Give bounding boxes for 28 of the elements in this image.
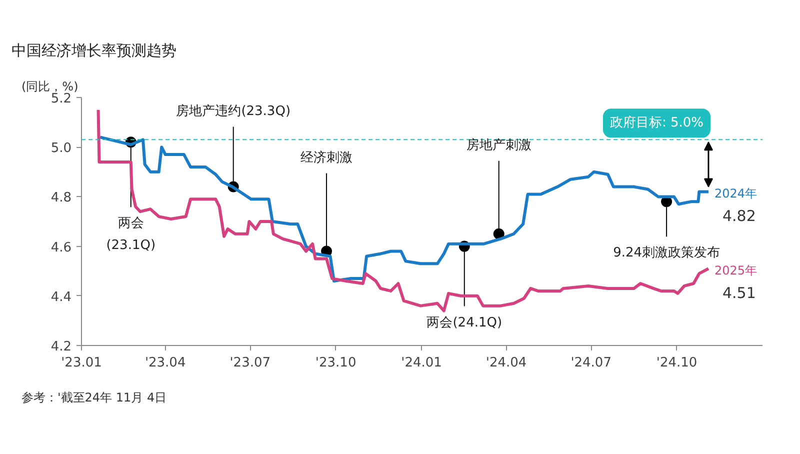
y-tick-label: 4.6 — [50, 240, 72, 256]
x-tick-label: '24.04 — [486, 356, 527, 370]
y-tick-label: 4.8 — [50, 190, 72, 206]
y-tick-label: 5.0 — [50, 141, 72, 156]
ref-line-label: 政府目标: 5.0% — [610, 114, 704, 131]
chart-title: 中国经济增长率预测趋势 — [12, 42, 176, 60]
y-tick-label: 4.2 — [50, 340, 72, 354]
annotation: 房地产刺激 — [466, 136, 532, 153]
annotation: 9.24刺激政策发布 — [613, 246, 720, 261]
legend-label: 2024年 — [714, 186, 758, 201]
annotation: 两会 (23.1Q) — [106, 216, 156, 254]
series-label: 2025年 — [714, 264, 758, 278]
y-tick-label: 4.4 — [50, 290, 72, 305]
x-tick-label: '23.04 — [144, 356, 186, 370]
y-tick-label: 5.2 — [50, 92, 72, 106]
x-tick-label: '24.10 — [656, 356, 698, 370]
annotation: 两会(24.1Q) — [426, 315, 502, 330]
x-tick-label: '23.10 — [315, 356, 356, 370]
x-tick-label: '24.01 — [401, 356, 442, 370]
x-tick-label: '23.07 — [230, 356, 271, 370]
text: 参考：'截至24年 11月 4日 — [22, 390, 167, 404]
annotation: 经济刺激 — [300, 150, 353, 166]
x-tick-label: '24.07 — [570, 356, 612, 370]
data-label: 4.82 — [722, 207, 756, 226]
annotation: 房地产违约(23.3Q) — [176, 102, 291, 119]
y-axis-title: (同比，%) — [22, 80, 78, 94]
data-label: 4.51 — [722, 284, 756, 302]
x-tick-label: '23.01 — [61, 356, 102, 370]
